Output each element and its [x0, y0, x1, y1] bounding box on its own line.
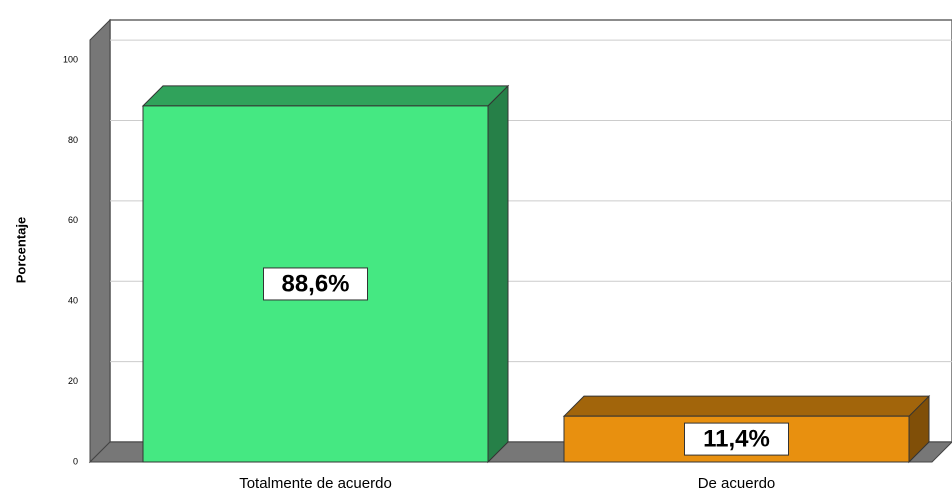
- value-label-box: [263, 267, 368, 301]
- x-tick-label: De acuerdo: [698, 475, 776, 492]
- y-tick-label: 20: [68, 376, 78, 386]
- left-wall: [89, 18, 111, 464]
- bar-top: [141, 85, 510, 107]
- value-label: 88,6%: [281, 270, 349, 297]
- y-tick-label: 60: [68, 215, 78, 225]
- y-tick-label: 100: [63, 54, 78, 64]
- x-tick-label: Totalmente de acuerdo: [239, 475, 392, 492]
- y-axis-label: Porcentaje: [13, 217, 28, 283]
- value-label: 11,4%: [703, 425, 770, 452]
- bar-side: [487, 84, 509, 464]
- y-tick-label: 40: [68, 296, 78, 306]
- y-tick-label: 0: [73, 456, 78, 466]
- value-label-box: [684, 422, 789, 456]
- y-tick-label: 80: [68, 135, 78, 145]
- bar-top: [562, 395, 931, 417]
